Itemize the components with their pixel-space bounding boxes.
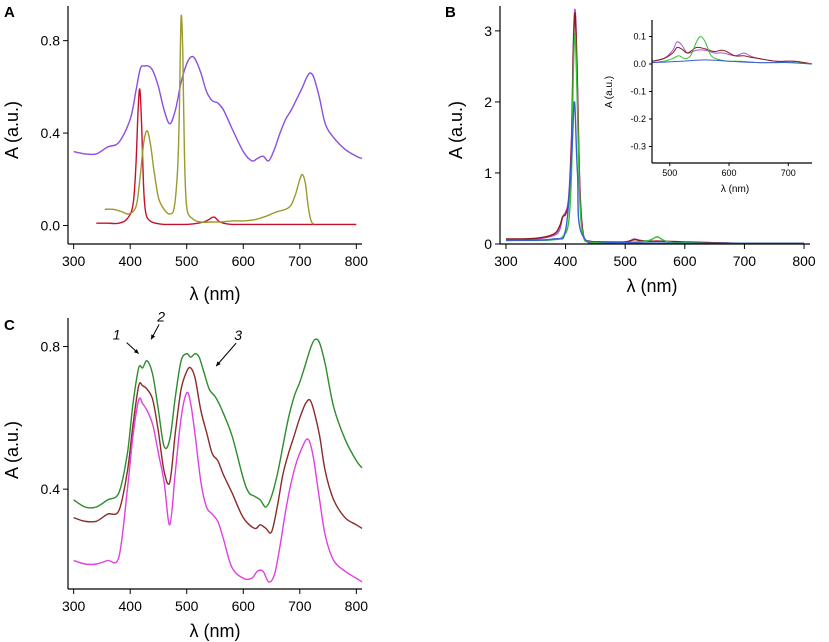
panel-c-x-tick-label: 400 <box>119 598 143 614</box>
panel-a-series-red <box>96 88 357 226</box>
panel-c-x-tick-label: 800 <box>345 598 369 614</box>
panel-c-series-3 <box>73 391 363 583</box>
panel-b-x-tick-label: 400 <box>554 253 578 269</box>
panel-b-x-tick-label: 700 <box>733 253 757 269</box>
panel-c-series-1 <box>73 338 363 509</box>
panel-b-x-tick-label: 800 <box>792 253 816 269</box>
panel-a-y-tick-label: 0.0 <box>41 218 61 234</box>
inset-x-tick-label: 600 <box>722 168 737 178</box>
inset-y-tick-label: -0.2 <box>630 114 646 124</box>
panel-c-x-tick-label: 500 <box>175 598 199 614</box>
panel-b-y-tick-label: 2 <box>484 94 492 110</box>
panel-b-x-tick-label: 600 <box>673 253 697 269</box>
panel-a-series <box>73 14 363 226</box>
panel-a-y-tick-label: 0.8 <box>41 33 61 49</box>
panel-letter-b: B <box>445 4 456 21</box>
panel-c-annotation-label: 1 <box>113 327 121 343</box>
panel-a-series-purple <box>73 55 363 162</box>
panel-c-annotation-arrow <box>215 342 237 367</box>
panel-a-chart: 300 400 500 600 700 800 0.0 0.4 0.8 λ (nm) A (a.… <box>2 6 368 304</box>
inset-series-blue <box>651 59 813 65</box>
panel-a-x-tick-label: 300 <box>62 253 86 269</box>
panel-c-annotation-arrowhead <box>216 361 221 367</box>
panel-a-x-tick-label: 700 <box>288 253 312 269</box>
panel-c-annotation-label: 2 <box>156 308 165 324</box>
inset-y-label: A (a.u.) <box>604 76 615 108</box>
panel-b-y-label: A (a.u.) <box>446 101 466 159</box>
panel-c-annotation-arrowhead <box>133 349 139 354</box>
panel-b-x-tick-label: 500 <box>614 253 638 269</box>
panel-c-x-tick-label: 600 <box>232 598 256 614</box>
panel-a-x-tick-label: 400 <box>119 253 143 269</box>
panel-c-x-tick-label: 700 <box>288 598 312 614</box>
inset-y-tick-label: -0.1 <box>630 87 646 97</box>
panel-a-y-label: A (a.u.) <box>2 101 22 159</box>
panel-b-y-tick-label: 3 <box>484 23 492 39</box>
panel-b-inset: 500 600 700 0.1 0.0 -0.1 -0.2 -0.3 λ (nm) A (a.… <box>604 20 813 195</box>
panel-b-x-label: λ (nm) <box>627 276 678 296</box>
panel-b-series-blue <box>505 101 805 245</box>
inset-ticks: 500 600 700 0.1 0.0 -0.1 -0.2 -0.3 <box>630 32 795 179</box>
panel-c-chart: 300 400 500 600 700 800 0.4 0.8 1 2 3 λ (nm) A (a… <box>2 308 368 641</box>
panel-c-ticks: 300 400 500 600 700 800 0.4 0.8 <box>41 339 369 614</box>
panel-a-x-tick-label: 500 <box>175 253 199 269</box>
panel-c-y-tick-label: 0.4 <box>41 481 61 497</box>
inset-x-tick-label: 700 <box>781 168 796 178</box>
panel-b-series <box>505 8 805 245</box>
inset-y-tick-label: 0.0 <box>633 59 646 69</box>
panel-letter-a: A <box>4 4 15 21</box>
panel-a-y-tick-label: 0.4 <box>41 125 61 141</box>
panel-c-annotation-label: 3 <box>234 327 242 343</box>
panel-b-y-tick-label: 0 <box>484 236 492 252</box>
panel-c-y-label: A (a.u.) <box>2 421 22 479</box>
panel-c-series <box>73 338 363 583</box>
panel-b-y-tick-label: 1 <box>484 165 492 181</box>
panel-a-x-tick-label: 600 <box>232 253 256 269</box>
panel-c-annotations: 1 2 3 <box>113 308 242 367</box>
panel-a-x-tick-label: 800 <box>345 253 369 269</box>
panel-c-y-tick-label: 0.8 <box>41 339 61 355</box>
inset-series <box>651 36 813 65</box>
panel-a-x-label: λ (nm) <box>190 284 241 304</box>
inset-x-label: λ (nm) <box>721 184 749 195</box>
inset-y-tick-label: -0.3 <box>630 142 646 152</box>
panel-c-annotation-arrowhead <box>151 334 156 340</box>
panel-b-ticks: 300 400 500 600 700 800 0 1 2 3 <box>484 23 816 269</box>
inset-series-darkred <box>651 46 813 65</box>
inset-y-tick-label: 0.1 <box>633 32 646 42</box>
panel-c-x-tick-label: 300 <box>62 598 86 614</box>
inset-x-tick-label: 500 <box>662 168 677 178</box>
panel-a-ticks: 300 400 500 600 700 800 0.0 0.4 0.8 <box>41 33 369 269</box>
panel-c-series-2 <box>73 366 363 534</box>
panel-b-x-tick-label: 300 <box>494 253 518 269</box>
panel-a-series-olive <box>104 14 315 225</box>
panel-letter-c: C <box>4 317 15 334</box>
panel-c-x-label: λ (nm) <box>190 621 241 641</box>
panel-b-chart: 300 400 500 600 700 800 0 1 2 3 λ (nm) A (a.u.) 5… <box>446 6 816 296</box>
